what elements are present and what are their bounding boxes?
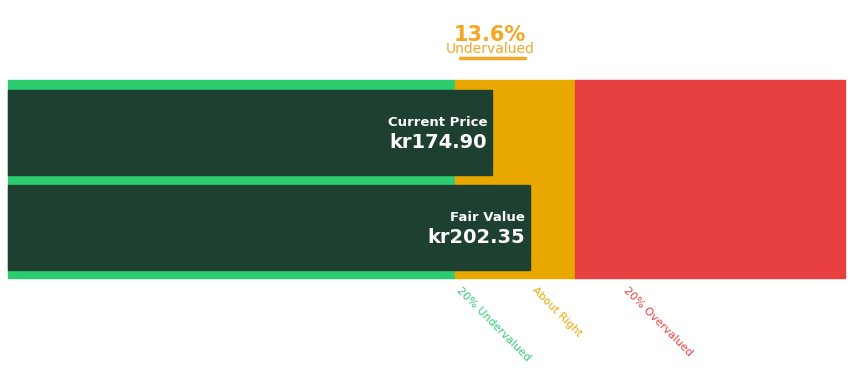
Text: 13.6%: 13.6% [453, 25, 526, 45]
Text: 20% Undervalued: 20% Undervalued [454, 285, 532, 363]
Text: Fair Value: Fair Value [450, 211, 524, 224]
Text: 20% Overvalued: 20% Overvalued [621, 285, 694, 358]
Text: kr174.90: kr174.90 [389, 133, 486, 152]
Text: Current Price: Current Price [387, 116, 486, 129]
Bar [8, 185, 529, 270]
Text: kr202.35: kr202.35 [427, 228, 524, 247]
Text: About Right: About Right [529, 285, 583, 339]
Bar [454, 80, 574, 278]
Text: Undervalued: Undervalued [445, 42, 534, 56]
Bar [574, 80, 844, 278]
Bar [8, 90, 492, 175]
Bar [8, 80, 454, 278]
